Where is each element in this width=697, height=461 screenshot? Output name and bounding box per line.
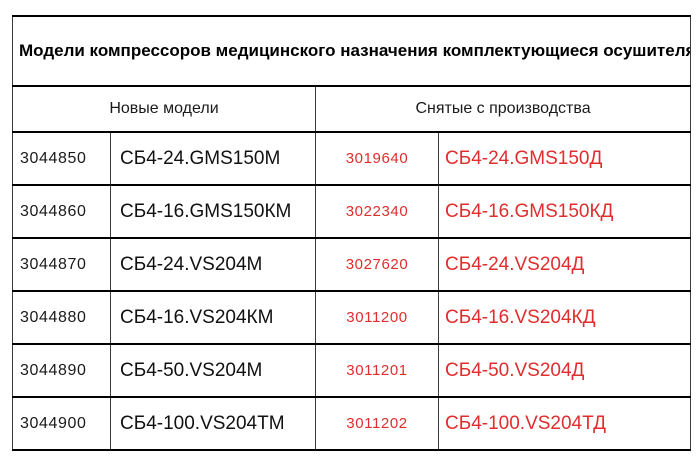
old-code-cell: 3022340 (315, 184, 439, 239)
table-row: 3044880 СБ4-16.VS204КМ 3011200 СБ4-16.VS… (12, 290, 692, 345)
old-model-cell: СБ4-24.VS204Д (437, 237, 692, 292)
table-row: 3044900 СБ4-100.VS204ТМ 3011202 СБ4-100.… (12, 396, 692, 451)
old-model-cell: СБ4-16.GMS150КД (437, 184, 692, 239)
old-code-cell: 3019640 (315, 131, 439, 186)
new-code-cell: 3044860 (12, 184, 111, 239)
compressor-models-table-wrap: Модели компрессоров медицинского назначе… (11, 15, 692, 451)
table-row: 3044850 СБ4-24.GMS150М 3019640 СБ4-24.GM… (12, 131, 692, 186)
new-code-cell: 3044890 (12, 343, 111, 398)
old-code-cell: 3011201 (315, 343, 439, 398)
header-discontinued-models: Снятые с производства (314, 85, 692, 133)
old-model-cell: СБ4-16.VS204КД (437, 290, 692, 345)
old-model-cell: СБ4-50.VS204Д (437, 343, 692, 398)
old-code-cell: 3011200 (315, 290, 439, 345)
table-row: 3044860 СБ4-16.GMS150КМ 3022340 СБ4-16.G… (12, 184, 692, 239)
old-code-cell: 3011202 (315, 396, 439, 451)
new-model-cell: СБ4-50.VS204М (110, 343, 316, 398)
old-model-cell: СБ4-24.GMS150Д (437, 131, 692, 186)
compressor-models-table: Модели компрессоров медицинского назначе… (11, 15, 692, 451)
old-model-cell: СБ4-100.VS204ТД (437, 396, 692, 451)
new-model-cell: СБ4-100.VS204ТМ (110, 396, 316, 451)
title-row: Модели компрессоров медицинского назначе… (11, 15, 692, 87)
old-code-cell: 3027620 (315, 237, 439, 292)
new-code-cell: 3044900 (12, 396, 111, 451)
group-header-row: Новые модели Снятые с производства (12, 85, 692, 133)
new-model-cell: СБ4-16.GMS150КМ (110, 184, 316, 239)
new-model-cell: СБ4-24.GMS150М (110, 131, 316, 186)
table-row: 3044890 СБ4-50.VS204М 3011201 СБ4-50.VS2… (12, 343, 692, 398)
new-model-cell: СБ4-24.VS204М (110, 237, 316, 292)
header-new-models: Новые модели (12, 85, 316, 133)
new-code-cell: 3044870 (12, 237, 111, 292)
new-model-cell: СБ4-16.VS204КМ (110, 290, 316, 345)
new-code-cell: 3044880 (12, 290, 111, 345)
new-code-cell: 3044850 (12, 131, 111, 186)
table-row: 3044870 СБ4-24.VS204М 3027620 СБ4-24.VS2… (12, 237, 692, 292)
table-title: Модели компрессоров медицинского назначе… (11, 15, 692, 87)
